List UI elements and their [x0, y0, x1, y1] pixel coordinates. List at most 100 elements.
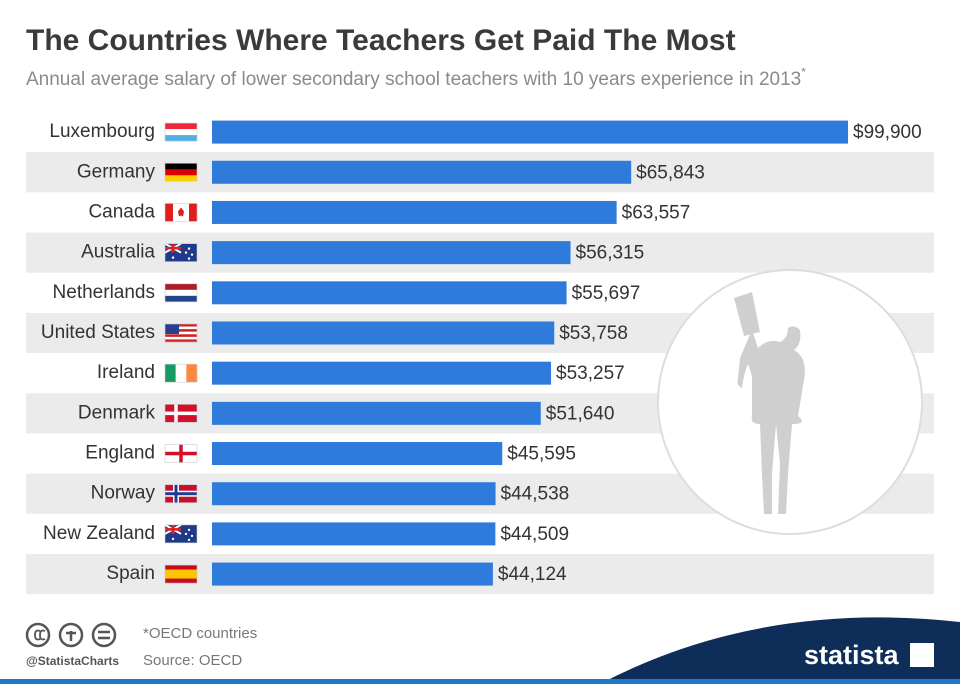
- bar: [212, 562, 493, 586]
- flag-border: [164, 162, 198, 182]
- flag-border: [164, 243, 198, 262]
- flag-part: [165, 574, 197, 579]
- category-label: Denmark: [78, 402, 156, 423]
- category-label: Canada: [88, 201, 155, 222]
- category-label: Australia: [81, 242, 155, 263]
- bar: [212, 200, 617, 224]
- value-label: $63,557: [622, 202, 691, 223]
- flag-border: [164, 524, 198, 544]
- flag-part: [175, 364, 187, 383]
- flag-part: [165, 492, 197, 496]
- category-label: New Zealand: [43, 523, 155, 544]
- flag: [164, 323, 198, 343]
- value-label: $44,509: [500, 524, 569, 545]
- flag-part: [190, 534, 194, 538]
- chart-title: The Countries Where Teachers Get Paid Th…: [26, 24, 736, 57]
- flag-part: [189, 203, 198, 222]
- flag-part: [165, 129, 197, 136]
- category-label: United States: [41, 322, 155, 343]
- bar: [212, 482, 496, 506]
- flag-part: [184, 532, 188, 536]
- flag: [164, 363, 198, 383]
- flag-part: [165, 326, 197, 330]
- subtitle-text: Annual average salary of lower secondary…: [26, 69, 801, 90]
- bar: [212, 442, 503, 466]
- flag-part: [165, 283, 197, 291]
- flag-part: [165, 323, 197, 327]
- flag: [164, 564, 198, 584]
- brand-logo: statista: [804, 640, 900, 670]
- flag: [164, 283, 198, 303]
- value-label: $99,900: [853, 122, 922, 143]
- flag-part: [165, 203, 174, 222]
- flag: [164, 444, 198, 463]
- category-label: Ireland: [97, 362, 155, 383]
- footer-note: *OECD countries: [143, 625, 257, 642]
- value-label: $53,257: [556, 363, 625, 384]
- flag-part: [187, 247, 191, 250]
- value-label: $51,640: [546, 403, 615, 424]
- chart-subtitle: Annual average salary of lower secondary…: [26, 65, 806, 90]
- flag-part: [165, 135, 197, 142]
- subtitle-marker: *: [801, 65, 806, 79]
- flag-border: [164, 203, 198, 222]
- illustration: [657, 269, 923, 535]
- footer-source: Source: OECD: [143, 652, 242, 669]
- flag-part: [165, 123, 197, 130]
- flag-part: [165, 364, 176, 383]
- category-label: Norway: [91, 483, 156, 504]
- flag-part: [190, 253, 194, 256]
- flag-part: [165, 565, 197, 570]
- flag-border: [164, 444, 198, 463]
- flag: [164, 203, 198, 222]
- flag-part: [165, 329, 197, 332]
- flag-part: [171, 537, 175, 541]
- flag-part: [165, 451, 197, 456]
- flag: [164, 524, 198, 544]
- flag-part: [184, 251, 188, 254]
- bar: [212, 120, 848, 144]
- flag-border: [164, 283, 198, 303]
- value-label: $53,758: [559, 323, 628, 344]
- flag-part: [171, 256, 175, 259]
- flag: [164, 242, 198, 262]
- flag-border: [164, 323, 198, 343]
- brand-wave: [600, 617, 960, 684]
- flag-part: [165, 175, 197, 182]
- flag-part: [165, 528, 181, 531]
- license-icons: [25, 622, 117, 648]
- flag: [164, 404, 198, 423]
- flag-part: [165, 289, 197, 297]
- flag-border: [164, 122, 198, 142]
- brand-mark: [910, 643, 934, 667]
- bar: [212, 401, 541, 425]
- flag-border: [164, 484, 198, 504]
- bottom-strip: [0, 679, 960, 684]
- bars: $99,900 $65,843 $63,557 $56,315 $55,697 $53,7…: [212, 120, 922, 586]
- flag-part: [165, 323, 179, 334]
- flag-border: [164, 404, 198, 423]
- category-label: Spain: [106, 563, 155, 584]
- category-label: Germany: [77, 161, 156, 182]
- value-label: $45,595: [507, 444, 576, 465]
- flag-part: [165, 163, 197, 170]
- bar: [212, 522, 496, 546]
- flag-part: [165, 411, 197, 416]
- flag-part: [187, 538, 191, 542]
- bar: [212, 321, 555, 345]
- flag-part: [165, 334, 197, 338]
- value-label: $44,124: [498, 564, 567, 585]
- flag-border: [164, 564, 198, 584]
- teacher-silhouette: [734, 292, 805, 514]
- flag-part: [165, 246, 181, 250]
- category-label: England: [85, 443, 155, 464]
- flag-part: [186, 364, 198, 383]
- flag-part: [165, 569, 197, 575]
- flag-part: [181, 203, 190, 222]
- bar: [212, 361, 552, 385]
- flag-part: [187, 528, 191, 532]
- value-label: $44,538: [501, 484, 570, 505]
- flag: [164, 162, 198, 182]
- flag-part: [173, 203, 182, 222]
